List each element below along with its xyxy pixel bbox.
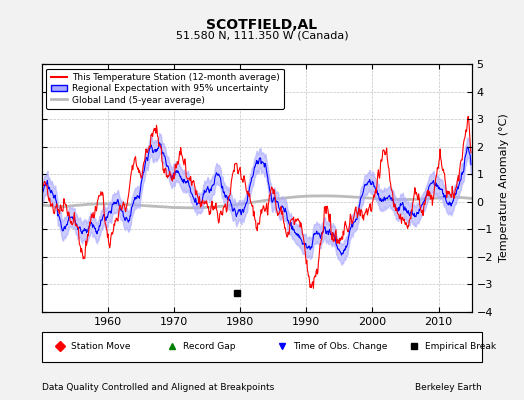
Y-axis label: Temperature Anomaly (°C): Temperature Anomaly (°C) bbox=[498, 114, 508, 262]
Text: Record Gap: Record Gap bbox=[183, 342, 235, 351]
Text: 51.580 N, 111.350 W (Canada): 51.580 N, 111.350 W (Canada) bbox=[176, 30, 348, 40]
Text: Station Move: Station Move bbox=[71, 342, 130, 351]
FancyBboxPatch shape bbox=[42, 332, 482, 362]
Text: Empirical Break: Empirical Break bbox=[425, 342, 496, 351]
Text: Time of Obs. Change: Time of Obs. Change bbox=[293, 342, 387, 351]
Text: Berkeley Earth: Berkeley Earth bbox=[416, 383, 482, 392]
Text: SCOTFIELD,AL: SCOTFIELD,AL bbox=[206, 18, 318, 32]
Text: Data Quality Controlled and Aligned at Breakpoints: Data Quality Controlled and Aligned at B… bbox=[42, 383, 274, 392]
Legend: This Temperature Station (12-month average), Regional Expectation with 95% uncer: This Temperature Station (12-month avera… bbox=[47, 68, 284, 109]
